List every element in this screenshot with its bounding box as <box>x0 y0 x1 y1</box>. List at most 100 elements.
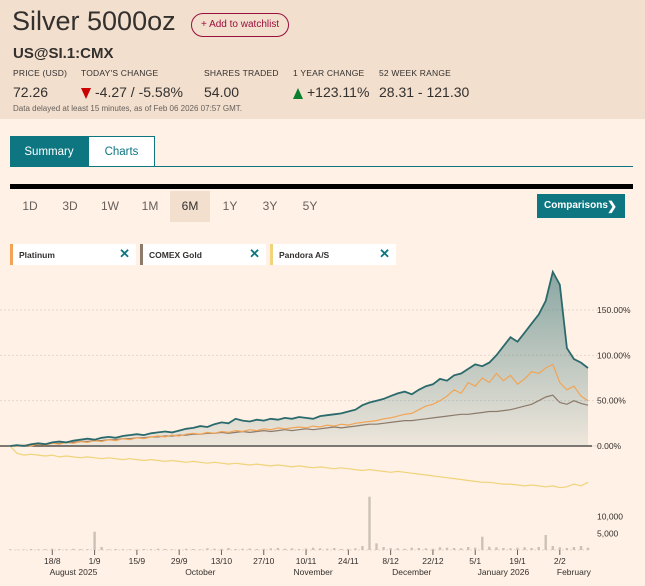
legend-swatch-pandora <box>270 244 273 265</box>
change-value: -4.27 / -5.58% <box>95 84 183 100</box>
stat-52-week-range: 52 WEEK RANGE 28.31 - 121.30 <box>379 68 469 100</box>
volume-bar <box>333 548 336 550</box>
year-change-value: +123.11% <box>307 84 370 100</box>
volume-bar <box>22 549 26 550</box>
volume-bar <box>29 549 33 550</box>
x-tick-label: 5/1 <box>469 556 481 566</box>
volume-bar <box>516 547 519 550</box>
month-label: February <box>557 567 592 577</box>
range-value: 28.31 - 121.30 <box>379 84 470 100</box>
series-line-silver <box>9 269 589 447</box>
volume-bar <box>192 549 195 550</box>
volume-bar <box>297 549 301 550</box>
volume-bar <box>488 546 491 550</box>
volume-bar <box>114 549 117 550</box>
volume-bar <box>438 547 442 550</box>
volume-bar <box>417 548 420 550</box>
volume-bar <box>502 548 505 550</box>
volume-bar <box>551 546 554 550</box>
volume-bar <box>452 548 456 550</box>
data-delay-disclaimer: Data delayed at least 15 minutes, as of … <box>13 104 243 113</box>
range-3y[interactable]: 3Y <box>262 199 278 213</box>
y-tick-label: 150.00% <box>597 305 631 315</box>
shares-value: 54.00 <box>204 84 240 100</box>
volume-bar <box>149 549 153 550</box>
silver-area <box>10 271 588 446</box>
volume-bar <box>100 547 103 550</box>
section-divider <box>10 184 633 189</box>
legend-label-gold: COMEX Gold <box>149 249 202 260</box>
volume-bar <box>565 548 569 550</box>
volume-bar <box>318 548 322 550</box>
x-tick-label: 8/12 <box>382 556 399 566</box>
volume-bar <box>269 548 272 550</box>
volume-bar <box>424 548 428 550</box>
add-to-watchlist-button[interactable]: + Add to watchlist <box>191 13 290 37</box>
volume-bar <box>558 547 561 550</box>
year-change-wrap: +123.11% <box>293 84 369 100</box>
legend-label-pandora: Pandora A/S <box>279 249 330 260</box>
x-tick-label: 19/1 <box>509 556 526 566</box>
range-selector: 1D 3D 1W 1M 6M 1Y 3Y 5Y <box>10 191 330 222</box>
remove-pandora-icon[interactable]: ✕ <box>379 246 390 261</box>
remove-platinum-icon[interactable]: ✕ <box>119 246 130 261</box>
tab-charts[interactable]: Charts <box>88 136 155 167</box>
arrow-down-icon <box>81 87 91 99</box>
tab-underline <box>10 166 633 167</box>
change-value-wrap: -4.27 / -5.58% <box>81 84 183 100</box>
range-6m[interactable]: 6M <box>170 191 210 222</box>
y-tick-label: 100.00% <box>597 350 631 360</box>
arrow-up-icon <box>293 87 303 99</box>
volume-bar <box>403 548 406 550</box>
volume-bar <box>290 548 294 550</box>
volume-bar <box>255 549 258 550</box>
volume-bar <box>121 549 124 550</box>
ticker-symbol: US@SI.1:CMX <box>13 45 114 62</box>
volume-bar <box>347 548 350 550</box>
volume-bar <box>361 546 364 550</box>
page-title: Silver 5000oz <box>12 6 176 36</box>
change-label: TODAY'S CHANGE <box>81 68 159 78</box>
volume-bar <box>586 547 590 550</box>
legend-item-pandora: Pandora A/S ✕ <box>270 244 396 265</box>
shares-label: SHARES TRADED <box>204 68 279 78</box>
legend-label-platinum: Platinum <box>19 249 55 260</box>
volume-bar <box>431 548 435 550</box>
volume-tick-label: 10,000 <box>597 512 623 522</box>
range-3d[interactable]: 3D <box>62 199 78 213</box>
range-1m[interactable]: 1M <box>141 199 159 213</box>
volume-bar <box>170 549 174 550</box>
range-1y[interactable]: 1Y <box>222 199 238 213</box>
volume-bar <box>156 548 160 550</box>
x-tick-label: 18/8 <box>44 556 61 566</box>
price-chart[interactable]: 150.00% 100.00% 50.00% 0.00% 10,000 5,000 18/8… <box>0 260 645 586</box>
volume-bar <box>8 549 12 550</box>
volume-bar <box>51 548 54 550</box>
price-value: 72.26 <box>13 84 49 100</box>
volume-bar <box>206 548 209 550</box>
volume-bar <box>354 548 357 550</box>
x-tick-label: 27/10 <box>253 556 275 566</box>
month-label: January 2026 <box>478 567 530 577</box>
x-tick-label: 1/9 <box>89 556 101 566</box>
volume-bar <box>579 546 583 550</box>
volume-bar <box>340 549 343 550</box>
year-change-label: 1 YEAR CHANGE <box>293 68 365 78</box>
range-5y[interactable]: 5Y <box>302 199 318 213</box>
volume-bar <box>58 549 61 550</box>
volume-bar <box>382 547 385 550</box>
stat-year-change: 1 YEAR CHANGE +123.11% <box>293 68 369 100</box>
series-line-platinum <box>10 363 589 447</box>
volume-bar <box>220 548 223 550</box>
tab-summary[interactable]: Summary <box>10 136 88 167</box>
volume-bar <box>178 549 181 550</box>
range-1d[interactable]: 1D <box>22 199 38 213</box>
stat-shares-traded: SHARES TRADED 54.00 <box>204 68 279 100</box>
volume-bar <box>410 547 413 550</box>
volume-bar <box>396 548 399 550</box>
remove-gold-icon[interactable]: ✕ <box>249 246 260 261</box>
x-tick-label: 2/2 <box>554 556 566 566</box>
comparisons-button[interactable]: Comparisons ❯ <box>537 194 625 218</box>
volume-tick-label: 5,000 <box>597 528 619 538</box>
range-1w[interactable]: 1W <box>101 199 119 213</box>
